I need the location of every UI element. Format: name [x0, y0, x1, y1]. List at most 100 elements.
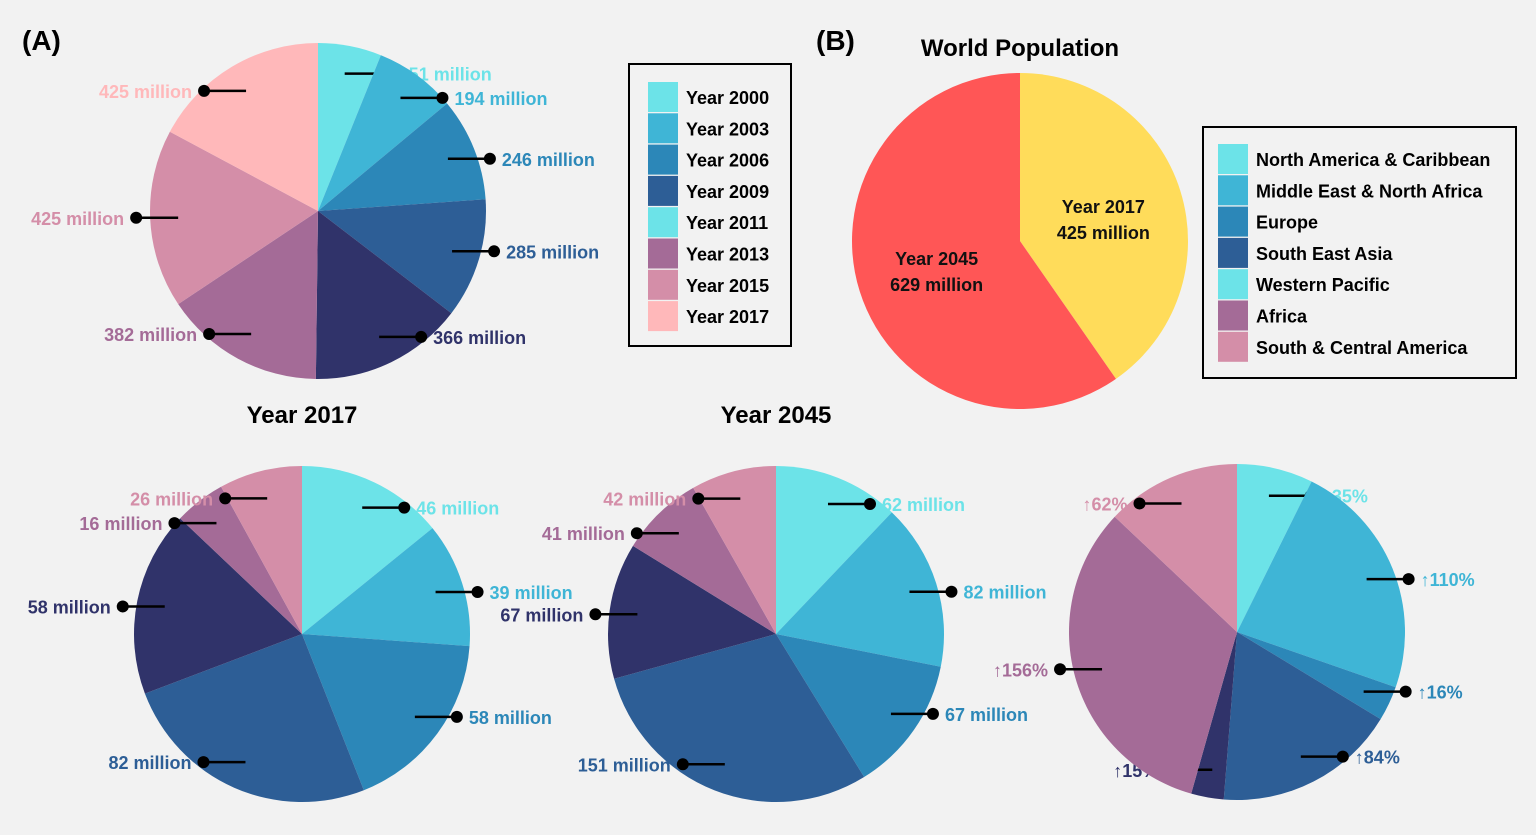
slice-label: Year 2045 [895, 249, 978, 269]
legend-label: Year 2000 [686, 88, 769, 108]
slice-data-label: ↑156% [993, 660, 1048, 680]
slice-data-label: ↑84% [1355, 748, 1400, 768]
slice-data-label: 42 million [603, 490, 686, 510]
legend-swatch [1218, 206, 1248, 237]
slice-data-label: 67 million [500, 605, 583, 625]
callout-dot [197, 756, 210, 769]
legend-label: Middle East & North Africa [1256, 181, 1483, 201]
callout-dot [415, 330, 428, 343]
legend-swatch [648, 238, 678, 269]
callout-dot [219, 492, 232, 505]
pie-slice [1114, 464, 1237, 632]
legend-swatch [1218, 300, 1248, 331]
slice-value-label: 629 million [890, 275, 983, 295]
slice-data-label: 425 million [99, 82, 192, 102]
slice-data-label: 194 million [454, 89, 547, 109]
slice-data-label: 67 million [945, 705, 1028, 725]
callout-dot [1133, 497, 1146, 510]
legend-a: Year 2000 Year 2003 Year 2006 Year 2009 Year… [628, 63, 792, 347]
pie-slice [693, 466, 776, 634]
slice-label: Year 2017 [1062, 197, 1145, 217]
callout-dot [436, 91, 449, 104]
callout-dot [630, 527, 643, 540]
pie-slice [1237, 632, 1396, 720]
pie-slice [302, 634, 470, 791]
pie-slice [1237, 481, 1405, 688]
pie-slice [302, 528, 471, 647]
legend-swatch [648, 175, 678, 206]
callout-dot [863, 498, 876, 511]
legend-label: Year 2017 [686, 307, 769, 327]
slice-data-label: 285 million [506, 242, 599, 262]
pie-slice [221, 466, 302, 634]
legend-swatch [648, 301, 678, 332]
pie-slice [608, 545, 776, 679]
pie-slice [169, 42, 318, 211]
year-2045-title: Year 2045 [721, 402, 832, 429]
legend-label: South & Central America [1256, 338, 1468, 358]
legend-swatch [648, 82, 678, 112]
legend-swatch [1218, 175, 1248, 206]
slice-data-label: 425 million [31, 209, 124, 229]
legend-swatch [648, 113, 678, 144]
panel-b-label: (B) [816, 25, 855, 56]
year-2017-title: Year 2017 [247, 402, 358, 429]
callout-dot [398, 501, 411, 514]
pie-slice [614, 634, 865, 802]
legend-swatch [1218, 269, 1248, 300]
slice-data-label: 58 million [28, 597, 111, 617]
pie-slice [134, 518, 302, 694]
legend-swatch [648, 269, 678, 300]
legend-b: North America & Caribbean Middle East & N… [1202, 126, 1517, 379]
legend-label: Western Pacific [1256, 275, 1390, 295]
slice-data-label: 62 million [882, 495, 965, 515]
callout-dot [1054, 663, 1067, 676]
legend-label: Year 2015 [686, 276, 769, 296]
callout-dot [198, 84, 211, 97]
legend-label: Year 2009 [686, 182, 769, 202]
pie-slice [776, 466, 892, 634]
slice-data-label: 26 million [130, 489, 213, 509]
legend-label: Year 2013 [686, 245, 769, 265]
slice-data-label: 82 million [108, 753, 191, 773]
pie-slice [1191, 632, 1237, 800]
callout-dot [203, 328, 216, 341]
pie-slice [1069, 516, 1237, 794]
pie-growth: ↑35%↑110%↑16%↑84%↑15%↑156%↑62% [993, 464, 1475, 801]
slice-data-label: ↑16% [1418, 683, 1463, 703]
pie-slice [318, 199, 486, 314]
pie-b-world: Year 2017 425 million Year 2045 629 million [851, 73, 1188, 409]
slice-data-label: 82 million [963, 583, 1046, 603]
callout-dot [589, 608, 602, 621]
callout-dot [1336, 750, 1349, 763]
pie-slice [776, 512, 944, 667]
pie-slice [632, 487, 776, 634]
pie-slice [851, 73, 1116, 409]
legend-swatch [1218, 331, 1248, 362]
slice-data-label: 39 million [490, 583, 573, 603]
pie-slice [1237, 464, 1312, 632]
pie-slice [318, 103, 486, 211]
callout-dot [116, 600, 129, 613]
callout-dot [1402, 573, 1415, 586]
callout-dot [450, 710, 463, 723]
pie-slice [149, 131, 318, 305]
callout-dot [488, 245, 501, 258]
pie-year-2045: 62 million 82 million 67 million 151 millio… [500, 466, 1046, 802]
legend-swatch [1218, 144, 1248, 174]
slice-data-label: 382 million [104, 325, 197, 345]
legend-swatch [1218, 237, 1248, 268]
legend-label: Year 2011 [686, 213, 768, 233]
slice-data-label: 366 million [433, 328, 526, 348]
legend-label: Africa [1256, 307, 1308, 327]
callout-dot [483, 152, 496, 165]
slice-data-label: 151 million [578, 755, 671, 775]
callout-dot [692, 492, 705, 505]
callout-dot [130, 211, 143, 224]
legend-label: South East Asia [1256, 244, 1393, 264]
slice-data-label: 41 million [542, 524, 625, 544]
pie-year-2017: 46 million 39 million 58 million 82 million… [28, 466, 573, 802]
slice-data-label: 58 million [469, 708, 552, 728]
